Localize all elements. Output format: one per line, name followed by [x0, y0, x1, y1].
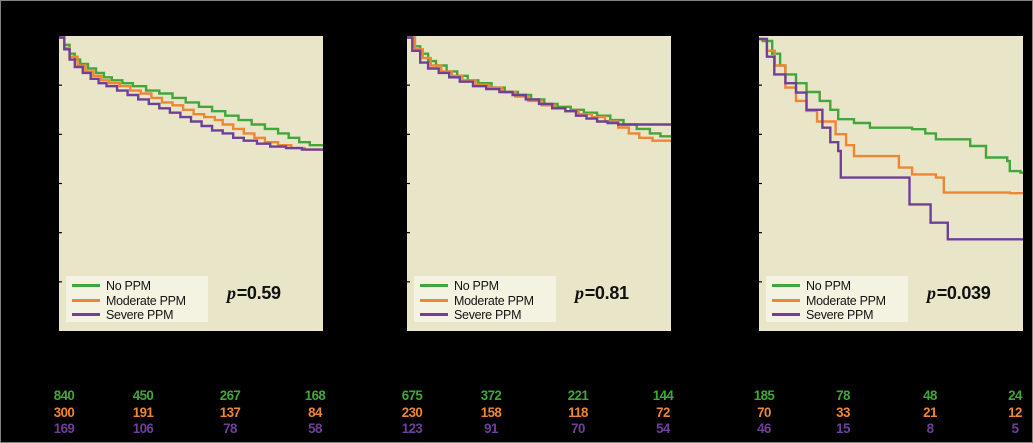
at-risk-count: 267	[219, 387, 241, 403]
legend-3: No PPM Moderate PPM Severe PPM	[766, 276, 908, 322]
at-risk-count: 70	[757, 404, 771, 420]
no-ppm-line-swatch	[772, 284, 800, 287]
p-value-text: =0.039	[936, 283, 991, 303]
legend-item-no-ppm: No PPM	[772, 278, 908, 293]
at-risk-count: 675	[401, 387, 423, 403]
at-risk-count: 54	[656, 420, 670, 436]
at-risk-count: 15	[836, 420, 850, 436]
panel-2: No PPM Moderate PPM Severe PPM p=0.81 67…	[402, 1, 674, 442]
at-risk-count: 221	[567, 387, 589, 403]
legend-label: Severe PPM	[806, 307, 874, 322]
km-curves-3	[759, 37, 1023, 283]
at-risk-count: 5	[1011, 420, 1019, 436]
legend-label: No PPM	[106, 278, 151, 293]
at-risk-count: 168	[304, 387, 326, 403]
legend-item-severe-ppm: Severe PPM	[72, 307, 208, 322]
at-risk-count: 144	[652, 387, 674, 403]
at-risk-count: 169	[53, 420, 75, 436]
at-risk-count: 106	[132, 420, 154, 436]
at-risk-count: 78	[223, 420, 237, 436]
at-risk-count: 24	[1008, 387, 1022, 403]
p-value-text: =0.59	[236, 283, 281, 303]
moderate-ppm-line-swatch	[72, 298, 100, 302]
at-risk-count: 137	[219, 404, 241, 420]
at-risk-count: 12	[1008, 404, 1022, 420]
moderate-ppm-line-swatch	[420, 298, 448, 302]
p-value-1: p=0.59	[227, 283, 281, 304]
at-risk-count: 84	[308, 404, 322, 420]
legend-item-moderate-ppm: Moderate PPM	[420, 292, 556, 308]
p-value-text: =0.81	[584, 283, 629, 303]
at-risk-count: 46	[757, 420, 771, 436]
legend-label: Moderate PPM	[806, 292, 886, 308]
plot-area-3: No PPM Moderate PPM Severe PPM p=0.039	[759, 36, 1023, 331]
plot-area-1: No PPM Moderate PPM Severe PPM p=0.59	[59, 36, 323, 331]
legend-label: No PPM	[454, 278, 499, 293]
at-risk-count: 372	[480, 387, 502, 403]
legend-label: Severe PPM	[454, 307, 522, 322]
at-risk-count: 191	[132, 404, 154, 420]
at-risk-count: 840	[53, 387, 75, 403]
panel-1: No PPM Moderate PPM Severe PPM p=0.59 84…	[54, 1, 326, 442]
legend-2: No PPM Moderate PPM Severe PPM	[414, 276, 556, 322]
legend-label: Moderate PPM	[106, 292, 186, 308]
severe-ppm-line-swatch	[772, 313, 800, 316]
at-risk-count: 91	[484, 420, 498, 436]
at-risk-count: 8	[926, 420, 934, 436]
km-curves-1	[59, 36, 323, 283]
at-risk-count: 72	[656, 404, 670, 420]
p-symbol: p	[227, 283, 236, 303]
at-risk-count: 48	[923, 387, 937, 403]
km-curves-2	[407, 36, 671, 283]
no-ppm-line-swatch	[420, 284, 448, 287]
legend-label: Moderate PPM	[454, 292, 534, 308]
at-risk-count: 33	[836, 404, 850, 420]
severe-ppm-line-swatch	[420, 313, 448, 316]
p-value-2: p=0.81	[575, 283, 629, 304]
at-risk-count: 185	[753, 387, 775, 403]
at-risk-count: 78	[836, 387, 850, 403]
legend-item-moderate-ppm: Moderate PPM	[72, 292, 208, 308]
at-risk-count: 450	[132, 387, 154, 403]
legend-label: Severe PPM	[106, 307, 174, 322]
at-risk-count: 70	[571, 420, 585, 436]
legend-item-severe-ppm: Severe PPM	[772, 307, 908, 322]
legend-item-moderate-ppm: Moderate PPM	[772, 292, 908, 308]
at-risk-count: 123	[401, 420, 423, 436]
no-ppm-line-swatch	[72, 284, 100, 287]
legend-1: No PPM Moderate PPM Severe PPM	[66, 276, 208, 322]
p-value-3: p=0.039	[927, 283, 991, 304]
at-risk-count: 58	[308, 420, 322, 436]
at-risk-count: 230	[401, 404, 423, 420]
p-symbol: p	[927, 283, 936, 303]
legend-label: No PPM	[806, 278, 851, 293]
p-symbol: p	[575, 283, 584, 303]
legend-item-severe-ppm: Severe PPM	[420, 307, 556, 322]
panel-3: No PPM Moderate PPM Severe PPM p=0.039 1…	[754, 1, 1023, 442]
legend-item-no-ppm: No PPM	[420, 278, 556, 293]
at-risk-count: 300	[53, 404, 75, 420]
at-risk-count: 118	[568, 404, 588, 420]
at-risk-count: 158	[480, 404, 502, 420]
at-risk-count: 21	[923, 404, 937, 420]
severe-ppm-line-swatch	[72, 313, 100, 316]
plot-area-2: No PPM Moderate PPM Severe PPM p=0.81	[407, 36, 671, 331]
moderate-ppm-line-swatch	[772, 298, 800, 302]
legend-item-no-ppm: No PPM	[72, 278, 208, 293]
